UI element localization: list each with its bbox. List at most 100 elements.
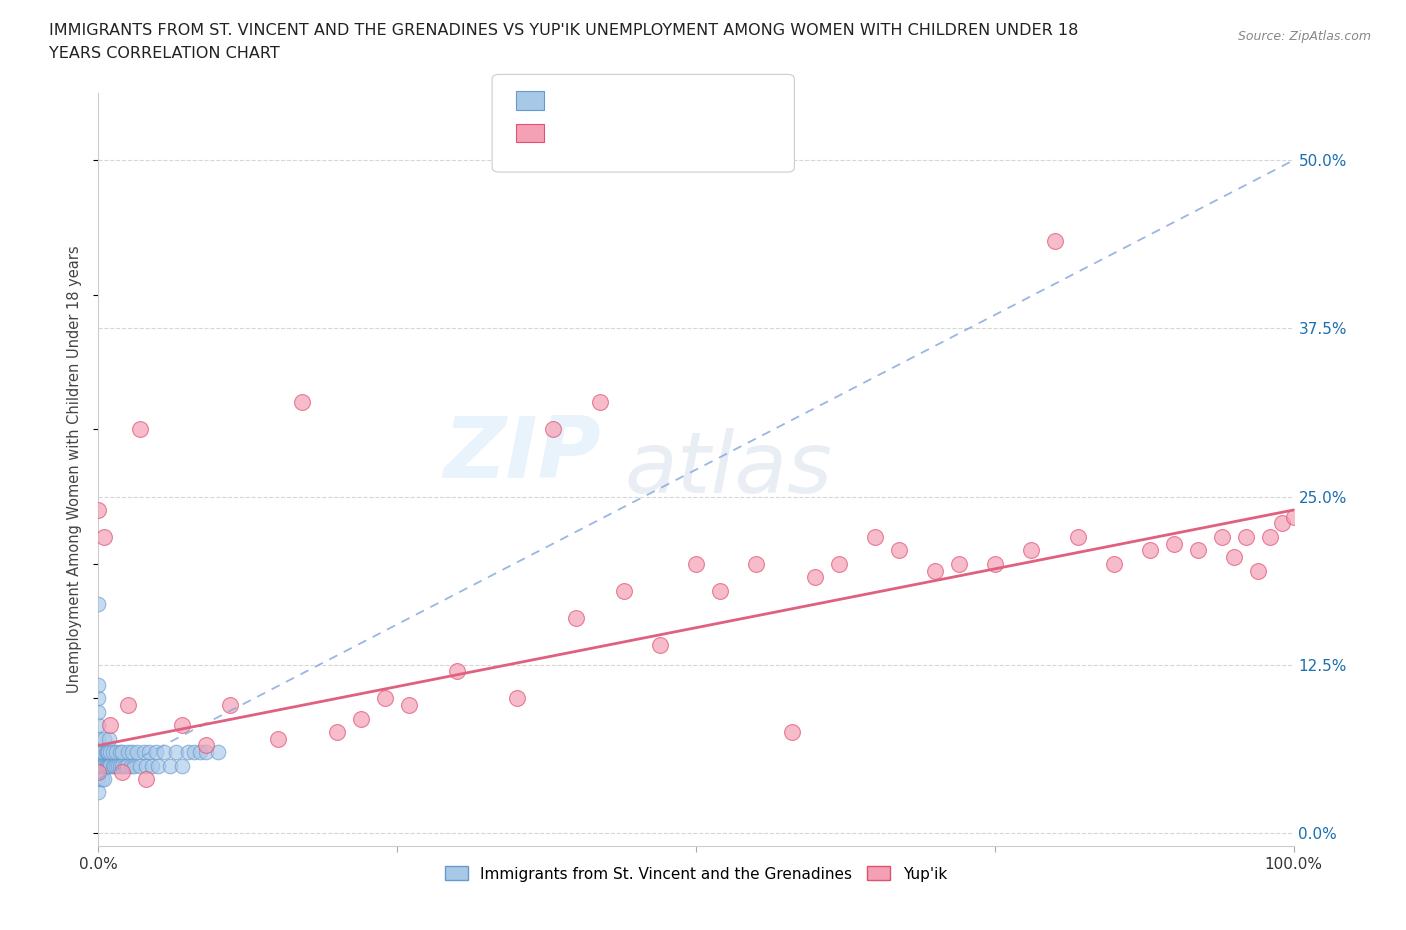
Text: atlas: atlas [624, 428, 832, 512]
Point [183, 745, 205, 760]
Point [648, 637, 672, 652]
Point [98, 745, 122, 760]
Text: Source: ZipAtlas.com: Source: ZipAtlas.com [1237, 30, 1371, 43]
Point [87, 691, 110, 706]
Point [350, 711, 373, 726]
Point [87, 785, 110, 800]
Legend: Immigrants from St. Vincent and the Grenadines, Yup'ik: Immigrants from St. Vincent and the Gren… [439, 860, 953, 887]
Point [87, 764, 110, 779]
Point [132, 745, 155, 760]
Point [98, 718, 122, 733]
Text: 0.450: 0.450 [591, 124, 638, 142]
Point [97, 758, 120, 773]
Point [924, 563, 946, 578]
Point [1247, 563, 1270, 578]
Point [103, 758, 125, 773]
Point [780, 724, 803, 739]
Point [87, 704, 110, 719]
Text: R =: R = [558, 91, 595, 110]
Point [87, 772, 110, 787]
Point [101, 758, 124, 773]
Point [948, 556, 970, 571]
Point [94, 745, 117, 760]
Point [1282, 510, 1305, 525]
Point [115, 758, 138, 773]
Point [326, 724, 349, 739]
Point [135, 758, 157, 773]
Point [865, 529, 887, 544]
Point [1234, 529, 1257, 544]
Point [91, 745, 114, 760]
Point [1019, 543, 1042, 558]
Text: 61: 61 [682, 91, 709, 110]
Point [745, 556, 768, 571]
Point [1271, 516, 1294, 531]
Point [87, 502, 110, 517]
Text: R =: R = [558, 124, 595, 142]
Point [111, 745, 134, 760]
Text: IMMIGRANTS FROM ST. VINCENT AND THE GRENADINES VS YUP'IK UNEMPLOYMENT AMONG WOME: IMMIGRANTS FROM ST. VINCENT AND THE GREN… [49, 23, 1078, 38]
Point [107, 758, 129, 773]
Point [195, 745, 218, 760]
Point [145, 745, 167, 760]
Text: 0.087: 0.087 [591, 91, 638, 110]
Point [446, 664, 468, 679]
Point [87, 718, 110, 733]
Point [93, 758, 115, 773]
Point [91, 758, 114, 773]
Point [219, 698, 242, 712]
Point [565, 610, 588, 625]
Point [1187, 543, 1209, 558]
Point [96, 758, 118, 773]
Point [1043, 233, 1066, 248]
Point [135, 772, 157, 787]
Point [108, 745, 131, 760]
Point [1067, 529, 1090, 544]
Point [87, 745, 110, 760]
Point [165, 745, 187, 760]
Point [101, 745, 124, 760]
Point [138, 745, 160, 760]
Point [91, 772, 114, 787]
Point [613, 583, 636, 598]
Point [108, 758, 131, 773]
Point [141, 758, 163, 773]
Point [1211, 529, 1233, 544]
Point [1104, 556, 1126, 571]
Point [889, 543, 911, 558]
Y-axis label: Unemployment Among Women with Children Under 18 years: Unemployment Among Women with Children U… [67, 246, 83, 694]
Point [125, 745, 148, 760]
Point [87, 731, 110, 746]
Point [1223, 550, 1246, 565]
Point [96, 745, 118, 760]
Point [105, 745, 128, 760]
Point [148, 758, 170, 773]
Point [105, 758, 128, 773]
Point [114, 758, 136, 773]
Text: ZIP: ZIP [443, 413, 600, 496]
Point [91, 745, 114, 760]
Point [153, 745, 176, 760]
Text: N =: N = [650, 91, 686, 110]
Point [1139, 543, 1161, 558]
Point [177, 745, 200, 760]
Point [207, 745, 229, 760]
Point [98, 731, 121, 746]
Point [398, 698, 420, 712]
Text: N =: N = [650, 124, 686, 142]
Point [129, 422, 152, 437]
Point [121, 745, 143, 760]
Point [1163, 537, 1185, 551]
Point [124, 758, 146, 773]
Point [91, 758, 114, 773]
Point [172, 718, 194, 733]
Point [541, 422, 564, 437]
Point [98, 758, 122, 773]
Point [828, 556, 851, 571]
Point [804, 570, 827, 585]
Point [117, 745, 139, 760]
Point [685, 556, 707, 571]
Point [87, 597, 110, 612]
Point [120, 758, 142, 773]
Point [111, 758, 134, 773]
